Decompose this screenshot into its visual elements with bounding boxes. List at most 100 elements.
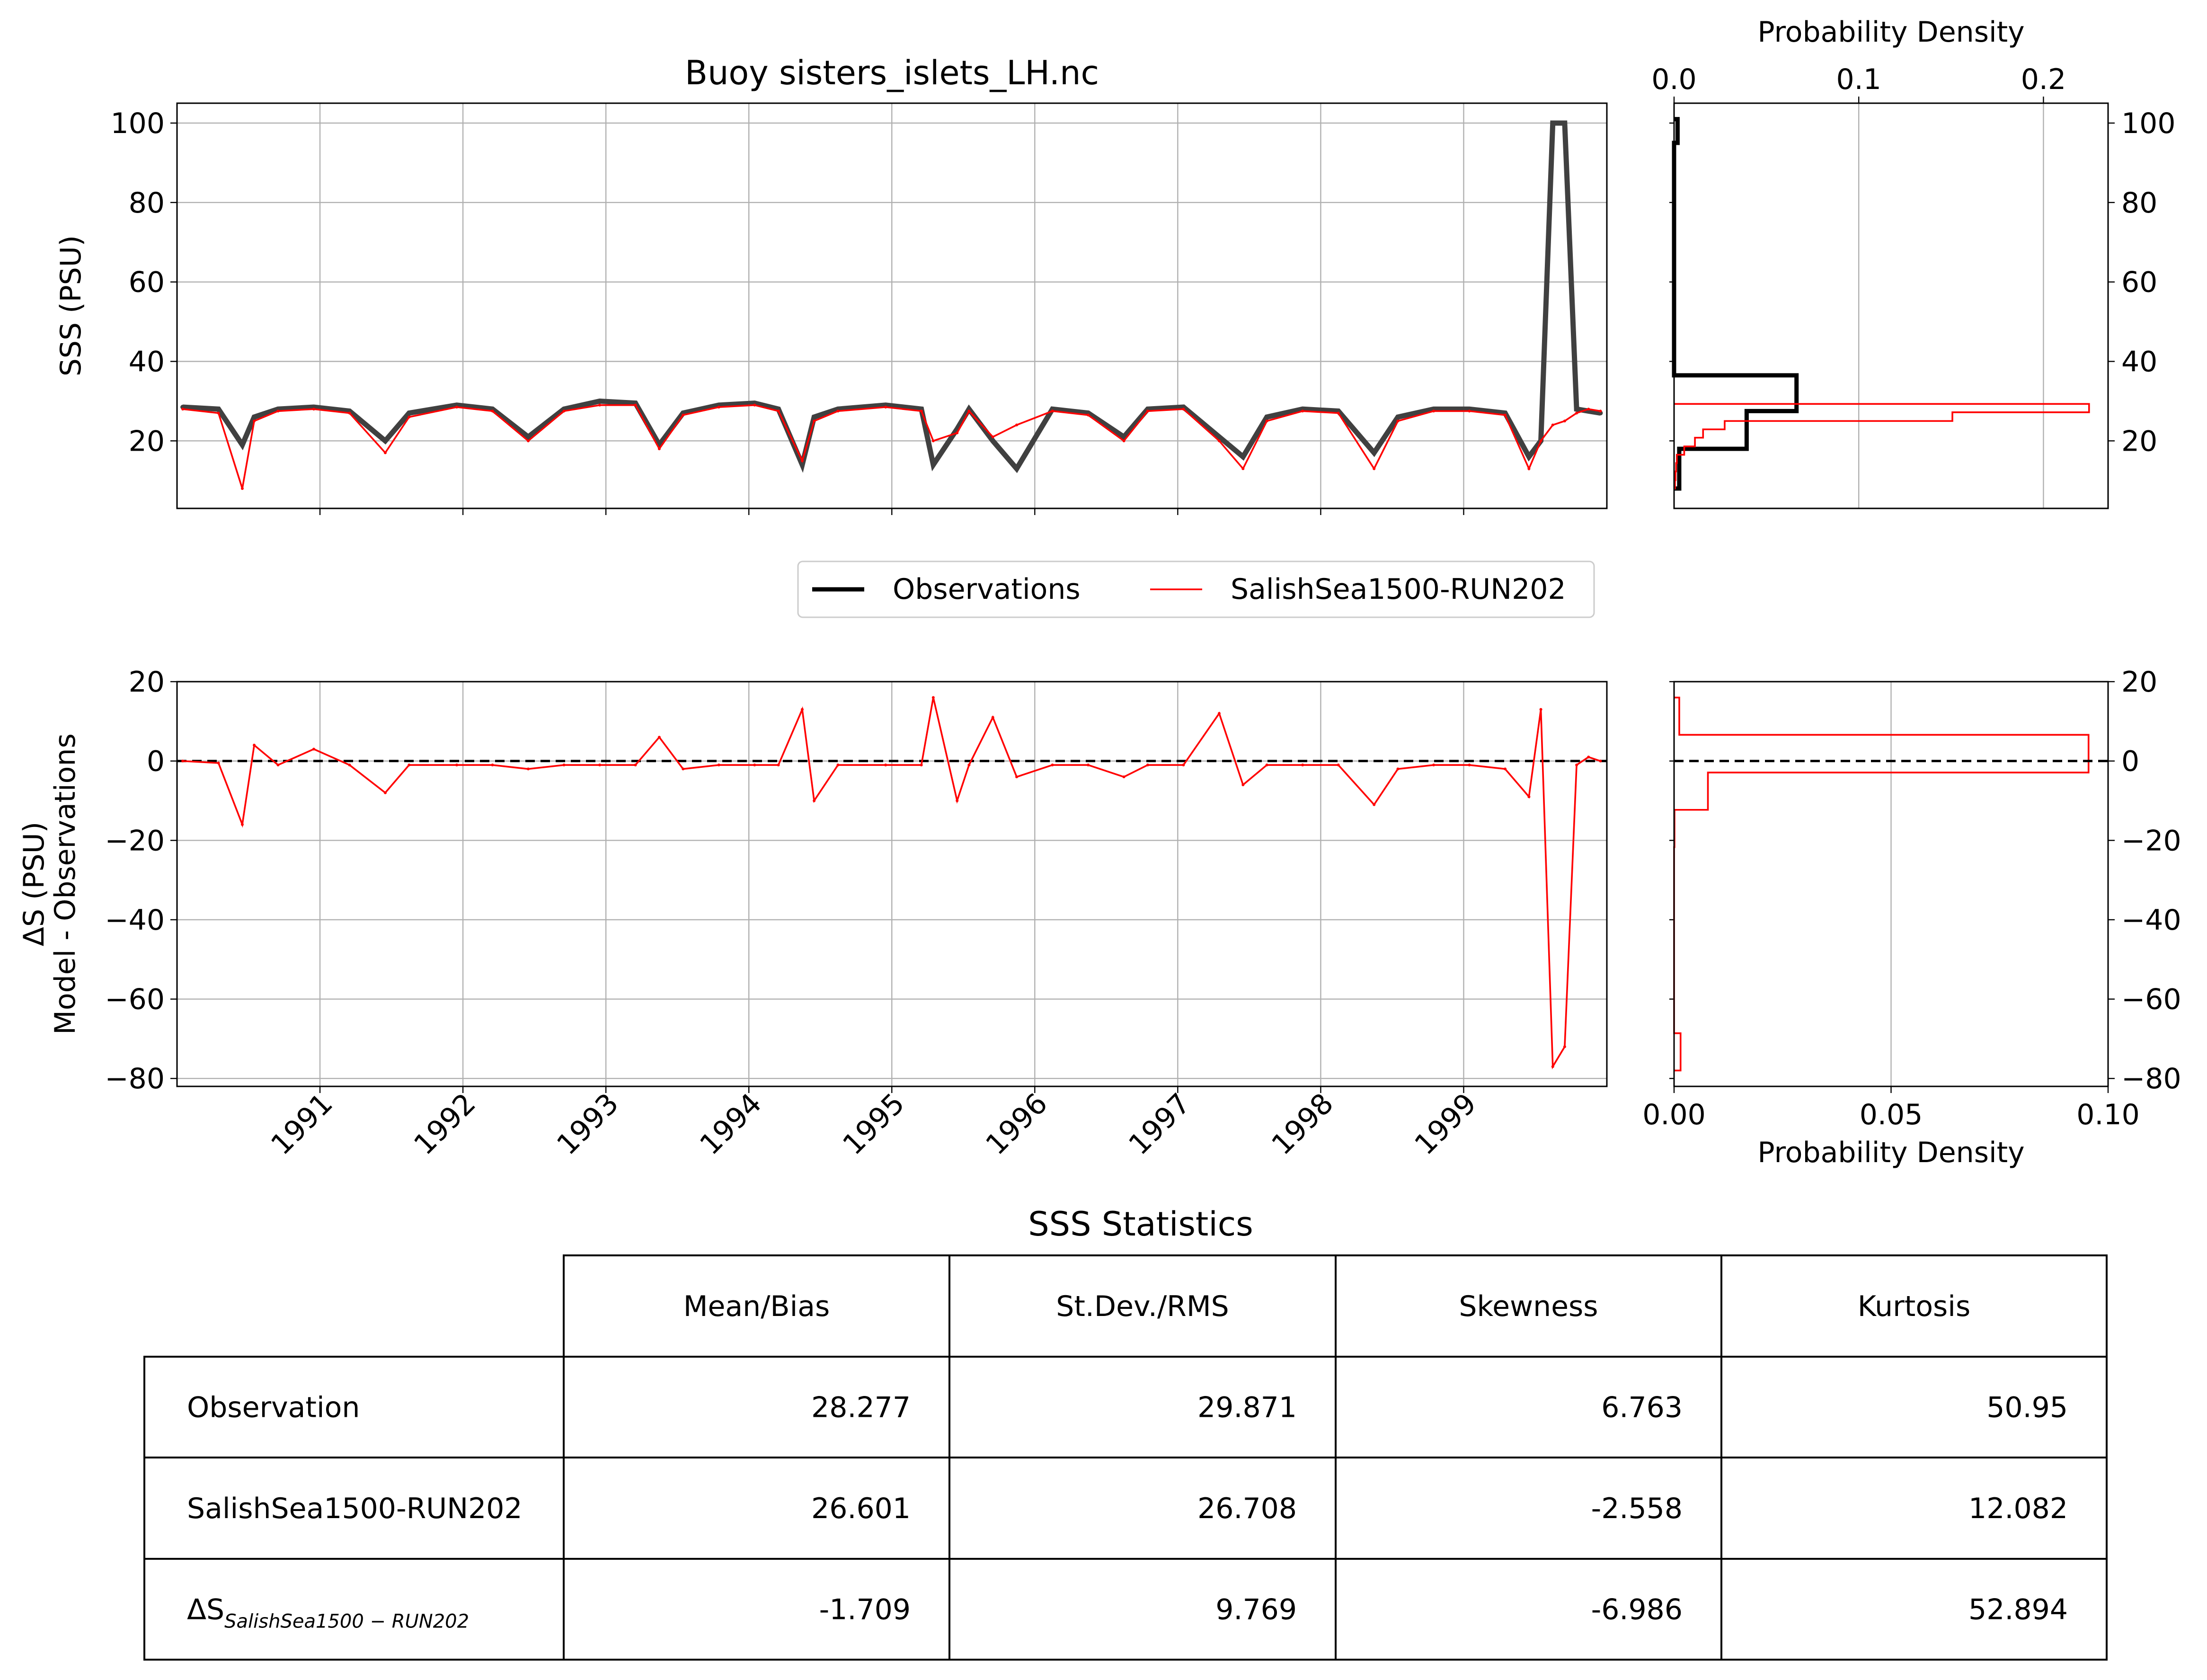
- data-point: [920, 409, 923, 413]
- data-point: [990, 438, 995, 444]
- data-point: [312, 408, 315, 411]
- data-point: [1587, 756, 1590, 759]
- table-row-label: Observation: [187, 1391, 360, 1424]
- data-point: [1216, 434, 1222, 439]
- table-cell-value: 9.769: [1215, 1593, 1297, 1627]
- data-point: [1015, 423, 1019, 427]
- data-point: [1468, 764, 1471, 767]
- data-point: [1599, 409, 1602, 413]
- data-point: [252, 414, 257, 419]
- data-point: [1182, 408, 1185, 411]
- table-row-label-main: SalishSea1500-RUN202: [187, 1492, 523, 1525]
- data-point: [1087, 413, 1090, 417]
- table-row-label: SalishSea1500-RUN202: [187, 1492, 523, 1525]
- table-row: [143, 1558, 2108, 1661]
- statistics-table: SSS Statistics Mean/Bias St.Dev./RMS Skewne…: [143, 1205, 2108, 1661]
- data-point: [408, 764, 411, 767]
- data-point: [1337, 764, 1340, 767]
- data-point: [1574, 407, 1579, 412]
- table-cell-value: -6.986: [1591, 1593, 1683, 1627]
- data-point: [311, 405, 316, 409]
- data-point: [931, 696, 935, 699]
- y-tick-label: −60: [2121, 983, 2181, 1016]
- data-point: [1598, 410, 1603, 416]
- table-cell-value: -1.709: [819, 1593, 911, 1627]
- data-point: [1217, 439, 1221, 443]
- data-point: [1575, 411, 1578, 415]
- data-point: [562, 409, 566, 413]
- table-cell-value: 52.894: [1968, 1593, 2068, 1627]
- data-point: [752, 400, 757, 406]
- y-tick-label: −40: [105, 904, 165, 937]
- data-point: [777, 409, 780, 413]
- table-column-header: St.Dev./RMS: [1056, 1290, 1229, 1323]
- data-point: [216, 407, 221, 412]
- data-point: [407, 410, 412, 416]
- data-point: [1468, 409, 1471, 413]
- data-point: [1241, 467, 1245, 471]
- table-column-header: Kurtosis: [1858, 1290, 1970, 1323]
- data-point: [597, 399, 603, 404]
- legend-label-observations: Observations: [893, 573, 1081, 606]
- data-point: [657, 447, 661, 451]
- y-tick-label: −80: [2121, 1062, 2181, 1095]
- data-point: [967, 764, 971, 767]
- data-point: [253, 744, 256, 747]
- data-point: [383, 451, 387, 454]
- data-point: [1563, 419, 1566, 423]
- series-line-observations: [182, 120, 1601, 473]
- data-point: [240, 823, 244, 826]
- y-axis-label: ΔS (PSU): [18, 822, 51, 946]
- data-point: [1526, 454, 1532, 459]
- data-point: [1182, 764, 1185, 767]
- series-line-model: [182, 404, 1601, 489]
- y-tick-label: −80: [105, 1062, 165, 1095]
- data-point: [1050, 407, 1055, 412]
- data-point: [348, 764, 351, 767]
- data-point: [836, 764, 840, 767]
- data-point: [1396, 419, 1400, 423]
- data-point: [1217, 712, 1221, 715]
- data-point: [217, 411, 220, 415]
- data-point: [491, 409, 494, 413]
- data-point: [1181, 405, 1186, 409]
- data-point: [181, 408, 185, 411]
- data-point: [991, 435, 994, 438]
- data-point: [1373, 467, 1376, 471]
- y-tick-label: −60: [105, 983, 165, 1016]
- data-point: [1051, 409, 1054, 413]
- sss-timeseries-plot: 20 40 60 80 100 Buoy sisters_islets_LH.nc SSS …: [54, 53, 1607, 515]
- data-point: [239, 442, 245, 447]
- data-point: [682, 767, 685, 771]
- data-point: [883, 402, 888, 408]
- data-point: [1015, 775, 1019, 779]
- sss-timeseries-frame: [176, 102, 1608, 509]
- data-point: [634, 403, 637, 407]
- y-tick-label: 60: [2121, 266, 2157, 299]
- y-tick-label: 0: [147, 745, 165, 778]
- data-point: [217, 761, 220, 764]
- data-point: [800, 459, 804, 462]
- table-cell-value: 29.871: [1197, 1391, 1297, 1424]
- data-point: [1301, 764, 1304, 767]
- data-point: [657, 736, 661, 739]
- y-tick-label: 80: [2121, 187, 2157, 220]
- y-axis-label: SSS (PSU): [54, 235, 88, 376]
- table-cell-value: 50.95: [1986, 1391, 2068, 1424]
- legend: Observations SalishSea1500-RUN202: [797, 560, 1595, 618]
- data-point: [1551, 423, 1554, 427]
- y-tick-label: 80: [129, 187, 165, 220]
- data-point: [240, 487, 244, 490]
- table-row-label-main: ΔS: [187, 1593, 224, 1627]
- data-point: [1432, 409, 1436, 413]
- x-tick-label: 0.2: [2021, 63, 2066, 96]
- data-point: [836, 409, 840, 413]
- data-point: [1014, 466, 1019, 471]
- data-point: [800, 708, 804, 711]
- data-point: [1539, 439, 1542, 443]
- table-cell-value: 28.277: [811, 1391, 911, 1424]
- data-point: [598, 764, 602, 767]
- data-point: [312, 747, 315, 751]
- table-cell-value: -2.558: [1591, 1492, 1683, 1525]
- table-column-header: Mean/Bias: [683, 1290, 830, 1323]
